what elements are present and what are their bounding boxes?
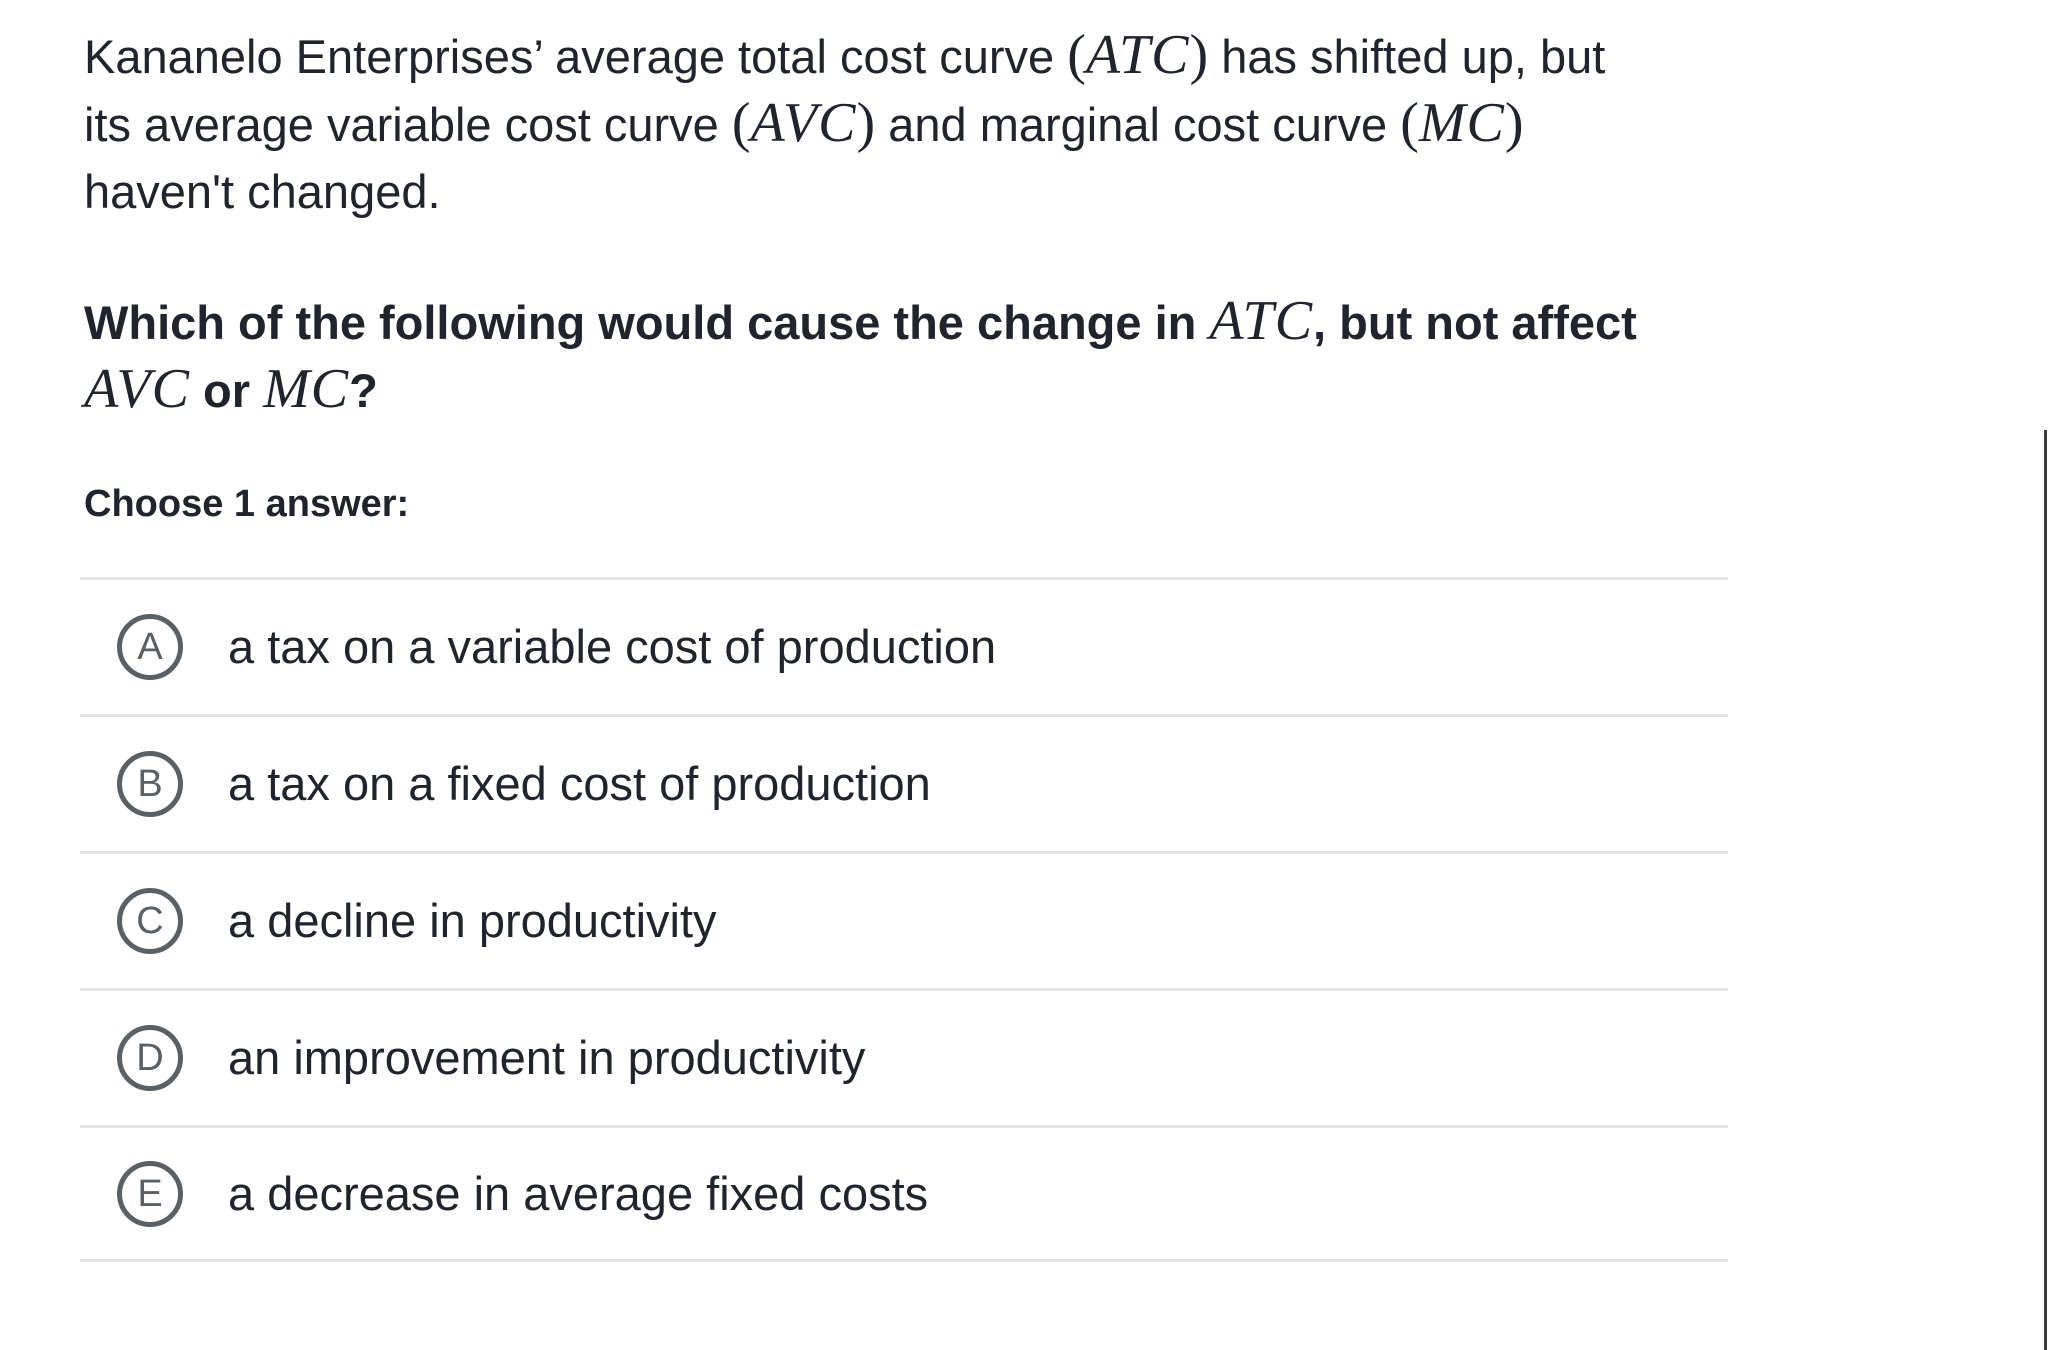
radio-button-e[interactable]: E (117, 1160, 183, 1227)
radio-letter: C (136, 900, 164, 942)
math-open-paren: ( (1067, 24, 1086, 86)
answer-option-e[interactable]: E a decrease in average fixed costs (80, 1125, 1728, 1262)
question-intro: Kananelo Enterprises’ average total cost… (84, 22, 1784, 225)
prompt-line-1: Which of the following would cause the c… (84, 288, 1784, 356)
radio-letter: B (137, 763, 163, 805)
intro-text: and marginal cost curve (875, 98, 1401, 151)
math-var-avc: AVC (750, 92, 857, 154)
intro-line-1: Kananelo Enterprises’ average total cost… (84, 22, 1784, 90)
radio-button-a[interactable]: A (117, 614, 183, 680)
math-open-paren: ( (1400, 92, 1419, 154)
radio-button-b[interactable]: B (117, 751, 183, 817)
math-var-atc: ATC (1085, 24, 1190, 86)
answer-option-label: a decrease in average fixed costs (228, 1166, 929, 1220)
answer-option-label: a tax on a variable cost of production (228, 620, 997, 673)
answer-options: A a tax on a variable cost of production… (80, 577, 1728, 1262)
math-close-paren: ) (1504, 92, 1524, 154)
prompt-text: ? (349, 364, 378, 417)
answer-option-b[interactable]: B a tax on a fixed cost of production (80, 714, 1728, 851)
math-close-paren: ) (1189, 24, 1209, 86)
intro-text: its average variable cost curve (84, 98, 732, 151)
question-prompt: Which of the following would cause the c… (84, 288, 1784, 424)
math-var-mc: MC (1418, 92, 1505, 154)
answer-option-label: an improvement in productivity (228, 1031, 866, 1084)
radio-button-c[interactable]: C (117, 888, 183, 954)
intro-text: has shifted up, but (1208, 30, 1606, 83)
choose-answer-label: Choose 1 answer: (84, 483, 410, 525)
answer-option-d[interactable]: D an improvement in productivity (80, 988, 1728, 1125)
answer-option-c[interactable]: C a decline in productivity (80, 851, 1728, 988)
radio-button-d[interactable]: D (117, 1025, 183, 1091)
math-var-atc: ATC (1209, 290, 1314, 352)
math-var-mc: MC (263, 358, 350, 420)
radio-letter: E (137, 1172, 163, 1215)
intro-text: Kananelo Enterprises’ average total cost… (84, 30, 1068, 83)
intro-line-3: haven't changed. (84, 158, 1784, 225)
prompt-text: , but not affect (1313, 296, 1637, 349)
intro-line-2: its average variable cost curve (AVC) an… (84, 90, 1784, 158)
answer-option-label: a decline in productivity (228, 894, 717, 947)
panel-right-border (2044, 430, 2047, 1350)
radio-letter: D (136, 1037, 164, 1079)
math-close-paren: ) (856, 92, 876, 154)
answer-option-label: a tax on a fixed cost of production (228, 757, 931, 810)
prompt-text: Which of the following would cause the c… (84, 296, 1210, 349)
intro-text: haven't changed. (84, 165, 441, 218)
radio-letter: A (137, 626, 163, 668)
prompt-text: or (189, 364, 264, 417)
answer-option-a[interactable]: A a tax on a variable cost of production (80, 577, 1728, 714)
prompt-line-2: AVC or MC? (84, 356, 1784, 424)
math-var-avc: AVC (84, 358, 190, 420)
math-open-paren: ( (731, 92, 751, 154)
